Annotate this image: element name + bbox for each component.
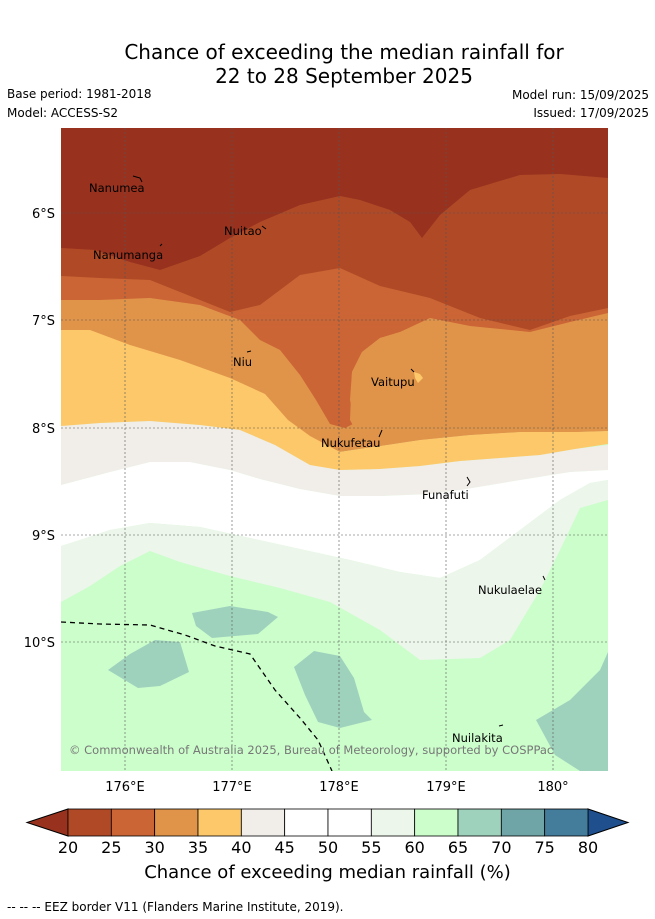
lat-tick-9s: 9°S	[32, 529, 55, 544]
lat-tick-6s: 6°S	[32, 207, 55, 222]
colorbar-tick-label: 70	[491, 838, 511, 857]
colorbar-tick-label: 20	[58, 838, 78, 857]
base-period-label: Base period: 1981-2018	[7, 87, 152, 101]
band-35-40	[61, 330, 608, 470]
place-nanumanga: Nanumanga	[93, 248, 163, 262]
band-30-35-island	[350, 330, 608, 446]
place-nanumea: Nanumea	[89, 181, 145, 195]
colorbar-swatch	[414, 808, 459, 837]
place-nukulaelae: Nukulaelae	[478, 583, 542, 597]
colorbar-tick-label: 45	[274, 838, 294, 857]
colorbar: 20 25 30 35 40 45 50 55 60 65 70 75 80	[25, 808, 630, 857]
place-nuitao: Nuitao	[224, 224, 262, 238]
colorbar-tick-label: 40	[231, 838, 251, 857]
copyright-notice: © Commonwealth of Australia 2025, Bureau…	[69, 743, 553, 757]
colorbar-tick-label: 65	[448, 838, 468, 857]
place-nuilakita: Nuilakita	[452, 731, 503, 745]
place-labels: Nanumea Nuitao Nanumanga Niu Vaitupu Nuk…	[89, 181, 542, 745]
issued-label: Issued: 17/09/2025	[533, 106, 649, 120]
colorbar-tick-label: 25	[101, 838, 121, 857]
colorbar-tick-label: 60	[404, 838, 424, 857]
colorbar-swatch	[284, 808, 329, 837]
colorbar-under-arrow	[25, 808, 69, 837]
colorbar-tick-label: 55	[361, 838, 381, 857]
island-outlines	[132, 175, 546, 727]
lon-tick-176: 176°E	[105, 780, 145, 795]
longitude-ticks: 176°E 177°E 178°E 179°E 180°	[105, 780, 568, 795]
band-65-70-patch-2	[108, 640, 189, 688]
lat-tick-10s: 10°S	[24, 636, 55, 651]
colorbar-tick-label: 35	[188, 838, 208, 857]
place-nukufetau: Nukufetau	[321, 436, 380, 450]
model-label: Model: ACCESS-S2	[7, 106, 119, 120]
place-niu: Niu	[233, 355, 252, 369]
colorbar-swatch	[500, 808, 546, 837]
probability-field	[61, 128, 608, 771]
colorbar-swatch	[240, 808, 286, 837]
colorbar-swatch	[544, 808, 589, 837]
vaitupu-island	[414, 372, 423, 383]
lon-tick-180: 180°	[537, 780, 568, 795]
colorbar-tick-label: 80	[578, 838, 598, 857]
colorbar-swatch	[457, 808, 502, 837]
band-under-20	[61, 128, 608, 270]
colorbar-swatch	[197, 808, 242, 837]
model-run-label: Model run: 15/09/2025	[511, 88, 649, 102]
lat-tick-8s: 8°S	[32, 422, 55, 437]
eez-border	[61, 621, 333, 771]
colorbar-swatch	[110, 808, 156, 837]
band-55-60	[61, 480, 608, 660]
lon-tick-179: 179°E	[426, 780, 466, 795]
colorbar-tick-label: 50	[318, 838, 338, 857]
band-65-70-patch-4	[536, 652, 608, 771]
band-65-70-patch-1	[192, 606, 278, 638]
title-line-2: 22 to 28 September 2025	[215, 64, 473, 88]
graticule	[61, 128, 608, 771]
place-funafuti: Funafuti	[422, 488, 469, 502]
eez-footnote: -- -- -- EEZ border V11 (Flanders Marine…	[7, 900, 344, 914]
lon-tick-177: 177°E	[212, 780, 252, 795]
place-vaitupu: Vaitupu	[371, 375, 415, 389]
colorbar-over-arrow	[587, 808, 630, 837]
colorbar-swatch	[154, 808, 199, 837]
band-45-55	[61, 462, 608, 578]
lat-tick-7s: 7°S	[32, 314, 55, 329]
title-line-1: Chance of exceeding the median rainfall …	[124, 40, 564, 64]
colorbar-swatch	[327, 808, 372, 837]
lon-tick-178: 178°E	[319, 780, 359, 795]
map-title: Chance of exceeding the median rainfall …	[0, 40, 655, 88]
colorbar-swatch	[370, 808, 416, 837]
colorbar-swatch	[67, 808, 112, 837]
band-40-45	[61, 421, 608, 496]
latitude-ticks: 6°S 7°S 8°S 9°S 10°S	[24, 207, 55, 651]
colorbar-label: Chance of exceeding median rainfall (%)	[144, 862, 511, 883]
colorbar-tick-label: 75	[534, 838, 554, 857]
colorbar-tick-label: 30	[144, 838, 164, 857]
band-65-70-patch-3	[294, 651, 372, 728]
